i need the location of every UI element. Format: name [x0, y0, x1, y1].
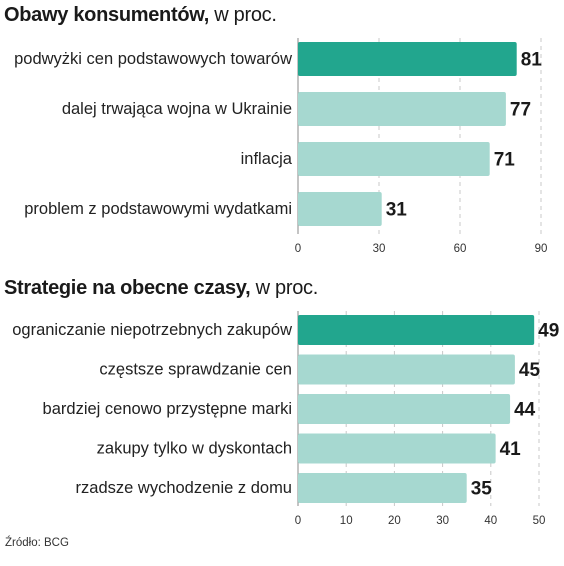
- chart-2-strategies: 0 10 20 30 40 50 ograniczanie niepotrzebnych z…: [12, 311, 559, 527]
- chart-1-bar-2: [298, 142, 490, 176]
- chart-2-category-label-2: bardziej cenowo przystępne marki: [43, 400, 292, 418]
- chart-2-tick-label-3: 30: [436, 515, 449, 527]
- chart-1-title-bold: Obawy konsumentów,: [4, 4, 210, 26]
- chart-1-tick-label-1: 30: [373, 243, 386, 255]
- chart-1-value-label-0: 81: [521, 50, 543, 71]
- chart-2-value-label-2: 44: [514, 400, 536, 421]
- chart-2-tick-label-2: 20: [388, 515, 401, 527]
- chart-1-category-label-2: inflacja: [241, 150, 293, 168]
- chart-2-category-label-1: częstsze sprawdzanie cen: [99, 361, 292, 379]
- chart-2-title: Strategie na obecne czasy, w proc.: [4, 278, 318, 298]
- chart-1-category-label-1: dalej trwająca wojna w Ukrainie: [62, 100, 292, 118]
- chart-2-tick-label-5: 50: [533, 515, 546, 527]
- chart-2-bar-3: [298, 433, 496, 464]
- chart-1-tick-label-2: 60: [454, 243, 467, 255]
- chart-1-category-label-3: problem z podstawowymi wydatkami: [24, 200, 292, 218]
- source-note: Źródło: BCG: [5, 537, 69, 549]
- chart-2-category-label-0: ograniczanie niepotrzebnych zakupów: [12, 321, 292, 339]
- chart-2-bar-0: [298, 315, 535, 345]
- chart-2-value-label-4: 35: [471, 479, 493, 500]
- chart-2-bar-4: [298, 473, 467, 503]
- chart-2-bar-2: [298, 394, 511, 424]
- chart-1-tick-label-0: 0: [295, 243, 301, 255]
- chart-2-bar-1: [298, 354, 515, 385]
- chart-2-value-label-3: 41: [500, 439, 522, 460]
- chart-1-bar-0: [298, 42, 517, 76]
- chart-2-category-label-4: rzadsze wychodzenie z domu: [76, 479, 292, 497]
- chart-1-value-label-3: 31: [386, 200, 408, 221]
- chart-2-title-bold: Strategie na obecne czasy,: [4, 277, 251, 299]
- chart-1-value-label-1: 77: [510, 100, 531, 121]
- chart-2-value-label-1: 45: [519, 360, 541, 381]
- chart-2-tick-label-0: 0: [295, 515, 301, 527]
- chart-2-category-label-3: zakupy tylko w dyskontach: [97, 440, 292, 458]
- chart-1-tick-label-3: 90: [535, 243, 548, 255]
- chart-2-tick-label-4: 40: [484, 515, 497, 527]
- chart-1-title-unit: w proc.: [209, 4, 277, 26]
- chart-1-consumer-concerns: 0 30 60 90 podwyżki cen podstawowych towarów…: [14, 38, 547, 255]
- chart-1-bar-3: [298, 192, 382, 226]
- chart-1-bar-1: [298, 92, 506, 126]
- chart-1-category-label-0: podwyżki cen podstawowych towarów: [14, 50, 292, 68]
- chart-2-tick-label-1: 10: [340, 515, 353, 527]
- chart-1-value-label-2: 71: [494, 150, 516, 171]
- chart-2-value-label-0: 49: [538, 321, 559, 342]
- chart-1-title: Obawy konsumentów, w proc.: [4, 5, 277, 25]
- chart-2-title-unit: w proc.: [250, 277, 319, 299]
